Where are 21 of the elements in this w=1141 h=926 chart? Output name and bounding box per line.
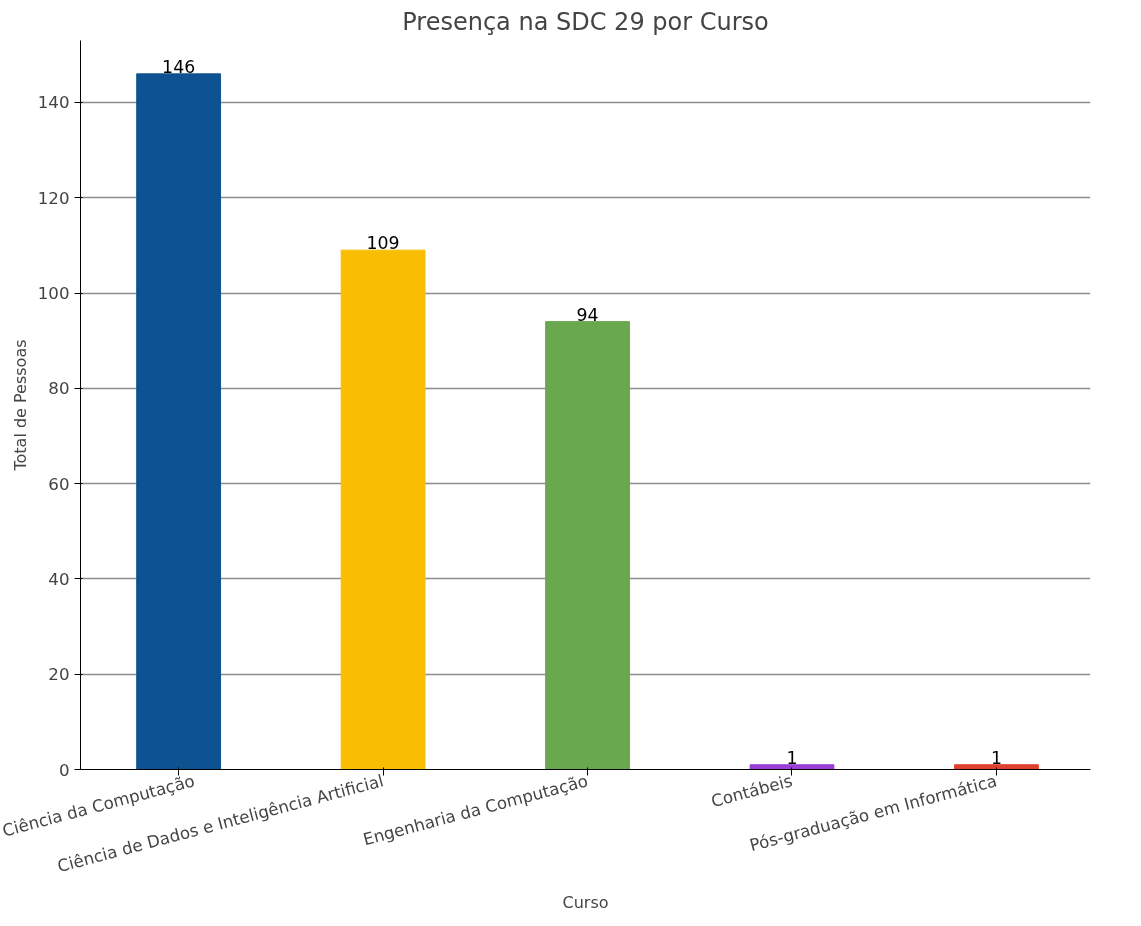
- y-tick-label: 40: [48, 569, 70, 589]
- data-label: 146: [162, 56, 196, 77]
- data-label: 1: [786, 747, 798, 768]
- data-label: 94: [576, 304, 599, 325]
- x-axis-title: Curso: [562, 893, 609, 913]
- y-tick-label: 140: [37, 93, 70, 113]
- y-tick-label: 60: [48, 474, 70, 494]
- y-tick-label: 100: [37, 284, 70, 304]
- data-label: 109: [366, 233, 400, 254]
- bar: [545, 321, 630, 770]
- y-tick-label: 80: [48, 379, 70, 399]
- data-label: 1: [990, 747, 1002, 768]
- y-tick-label: 0: [58, 760, 70, 780]
- y-tick-label: 20: [48, 665, 70, 685]
- bar: [136, 73, 222, 770]
- y-axis-title: Total de Pessoas: [10, 339, 30, 472]
- bar: [954, 764, 1039, 770]
- bar: [340, 249, 426, 770]
- bar: [749, 764, 835, 770]
- chart-title: Presença na SDC 29 por Curso: [402, 7, 769, 36]
- y-tick-label: 120: [37, 188, 70, 208]
